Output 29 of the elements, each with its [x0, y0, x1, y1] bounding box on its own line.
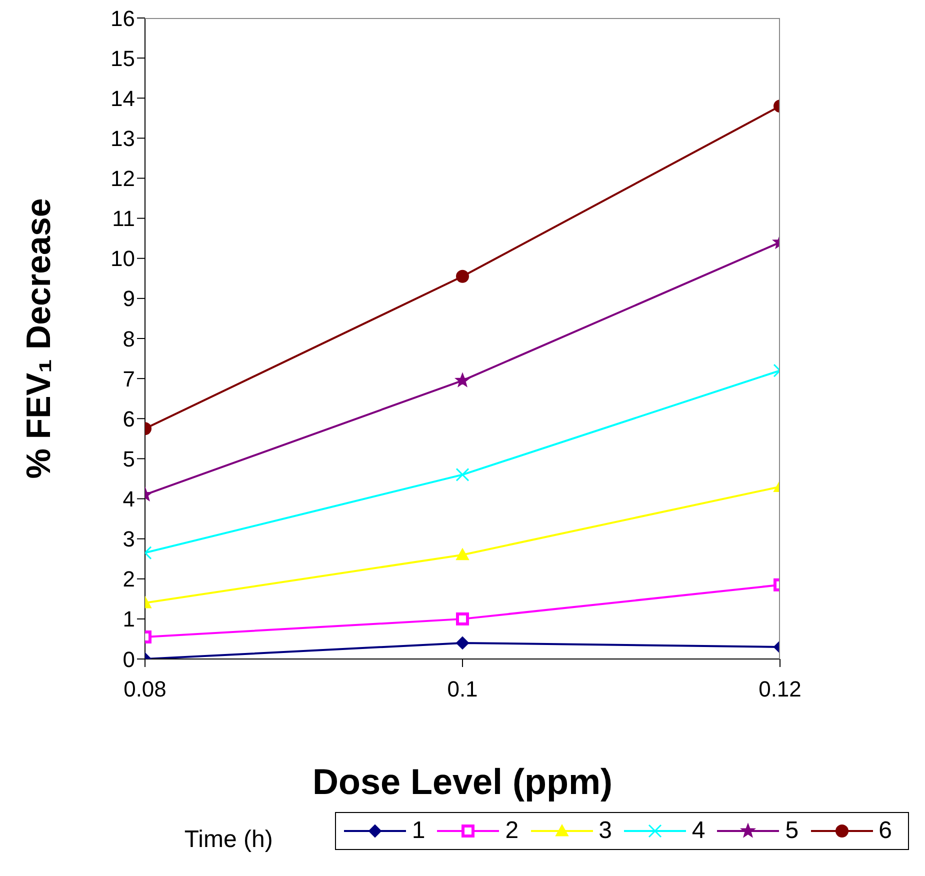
x-tick-label: 0.1 — [447, 676, 478, 702]
legend-label: 2 — [505, 817, 519, 845]
legend-label: 4 — [692, 817, 706, 845]
x-axis-title: Dose Level (ppm) — [312, 761, 613, 802]
y-tick-label: 12 — [110, 166, 135, 192]
y-tick-label: 1 — [122, 606, 135, 632]
x-tick-label: 0.08 — [124, 676, 166, 702]
y-tick-label: 7 — [122, 366, 135, 392]
legend-label: 1 — [412, 817, 426, 845]
y-tick-label: 15 — [110, 46, 135, 71]
y-tick-label: 5 — [122, 446, 135, 472]
y-tick-label: 13 — [110, 126, 135, 151]
legend-label: 6 — [878, 817, 892, 845]
y-tick-label: 4 — [122, 486, 135, 512]
y-tick-label: 0 — [122, 646, 135, 672]
y-tick-label: 14 — [110, 86, 135, 111]
x-tick-label: 0.12 — [758, 676, 802, 702]
y-tick-label: 16 — [110, 6, 135, 31]
y-tick-label: 3 — [122, 526, 135, 552]
y-tick-label: 11 — [112, 206, 135, 232]
legend-label: 5 — [785, 817, 799, 845]
y-tick-label: 2 — [122, 566, 135, 592]
y-tick-label: 9 — [122, 286, 135, 312]
legend-label: 3 — [598, 817, 612, 845]
legend-title: Time (h) — [184, 826, 273, 854]
y-tick-label: 6 — [122, 406, 135, 432]
y-axis-title: % FEV₁ Decrease — [20, 198, 58, 479]
y-tick-label: 8 — [122, 326, 135, 352]
y-tick-label: 10 — [110, 246, 135, 272]
